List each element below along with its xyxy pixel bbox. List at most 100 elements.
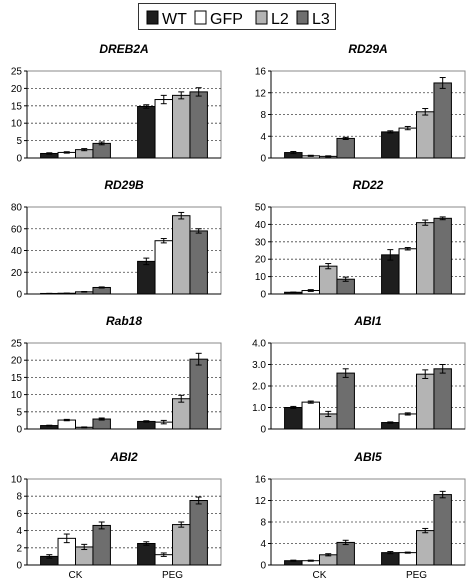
legend-item-l2: L2 <box>255 10 289 28</box>
y-tick-label: 0 <box>260 154 266 165</box>
y-tick-label: 10 <box>11 475 23 486</box>
legend-swatch <box>194 10 207 25</box>
y-tick-label: 4.0 <box>252 339 266 350</box>
y-tick-label: 20 <box>11 268 23 279</box>
bar-gfp-peg <box>398 552 418 566</box>
y-tick-label: 8 <box>16 492 22 503</box>
y-tick-label: 16 <box>255 475 267 486</box>
chart-title: RD29B <box>104 178 144 192</box>
bar-l3-peg <box>433 494 452 566</box>
bar-l3-ck <box>336 372 355 430</box>
bar-l3-peg <box>189 91 208 159</box>
bar-l2-peg <box>172 398 191 430</box>
bar-l2-peg <box>172 524 191 566</box>
bar-l2-peg <box>416 222 435 295</box>
y-tick-label: 15 <box>11 101 23 112</box>
legend-graphic: WT GFP L2 L3 <box>146 10 330 28</box>
bar-wt-peg <box>381 131 400 159</box>
chart-rd29b: RD29B 0 20 40 60 80 <box>11 178 222 301</box>
legend: WT GFP L2 L3 <box>138 3 336 30</box>
bar-l3-peg <box>433 82 452 159</box>
y-tick-label: 10 <box>11 390 23 401</box>
chart-abi1: ABI1 0 1.0 2.0 3.0 4.0 <box>252 314 466 436</box>
bar-wt-peg <box>137 260 156 295</box>
y-tick-label: 10 <box>255 272 267 283</box>
y-tick-label: 80 <box>11 203 23 214</box>
legend-item-gfp: GFP <box>194 10 243 28</box>
bar-l3-peg <box>189 230 208 295</box>
chart-title: Rab18 <box>106 314 142 328</box>
bar-gfp-peg <box>398 413 418 430</box>
bar-wt-peg <box>381 254 400 295</box>
chart-rab18: Rab18 0 5 10 15 20 25 <box>11 314 222 436</box>
y-tick-label: 20 <box>255 255 267 266</box>
legend-label: GFP <box>210 11 243 28</box>
chart-abi2: ABI2 0 2 4 6 8 10 CK PEG <box>11 450 222 581</box>
y-tick-label: 0 <box>16 425 22 436</box>
y-tick-label: 15 <box>11 373 23 384</box>
bar-wt-peg <box>137 105 156 159</box>
bar-l3-peg <box>189 500 208 566</box>
chart-rd22: RD22 0 10 20 30 40 50 <box>255 178 466 301</box>
bar-wt-peg <box>381 552 400 566</box>
y-tick-label: 25 <box>11 339 23 350</box>
bar-l3-peg <box>433 217 452 295</box>
y-tick-label: 0 <box>260 290 266 301</box>
chart-rd29a: RD29A 0 4 8 12 16 <box>255 42 466 165</box>
y-tick-label: 0 <box>16 561 22 572</box>
y-tick-label: 6 <box>16 509 22 520</box>
chart-title: RD22 <box>353 178 384 192</box>
x-tick-label: CK <box>313 570 327 581</box>
legend-item-l3: L3 <box>296 10 330 28</box>
bar-l3-ck <box>92 142 111 159</box>
bar-l3-ck <box>336 541 355 566</box>
y-tick-label: 12 <box>255 88 267 99</box>
bar-gfp-ck <box>57 419 76 430</box>
y-tick-label: 20 <box>11 356 23 367</box>
bar-l2-peg <box>416 373 435 430</box>
bar-wt-peg <box>137 543 156 566</box>
y-tick-label: 50 <box>255 203 267 214</box>
y-tick-label: 12 <box>255 496 267 507</box>
y-tick-label: 16 <box>255 67 267 78</box>
y-tick-label: 60 <box>11 224 23 235</box>
y-tick-label: 2 <box>16 543 22 554</box>
y-tick-label: 3.0 <box>252 360 266 371</box>
y-tick-label: 0 <box>260 561 266 572</box>
legend-swatch <box>146 10 159 25</box>
legend-label: L3 <box>312 11 330 28</box>
y-tick-label: 5 <box>16 407 22 418</box>
x-tick-label: PEG <box>406 570 427 581</box>
bar-l2-peg <box>416 530 435 566</box>
bar-l3-ck <box>92 524 111 566</box>
bar-gfp-peg <box>154 240 173 295</box>
bar-l3-peg <box>189 358 208 430</box>
bar-l2-peg <box>416 111 435 159</box>
bar-l2-peg <box>172 215 191 295</box>
chart-dreb2a: DREB2A 0 5 10 15 20 25 <box>11 42 222 165</box>
bar-wt-ck <box>284 407 303 430</box>
legend-swatch <box>296 10 309 25</box>
chart-title: ABI2 <box>109 450 138 464</box>
y-tick-label: 0 <box>16 154 22 165</box>
bar-gfp-ck <box>301 401 321 430</box>
x-tick-label: CK <box>69 570 83 581</box>
bar-l2-peg <box>172 94 191 159</box>
y-tick-label: 20 <box>11 84 23 95</box>
y-tick-label: 5 <box>16 136 22 147</box>
chart-title: RD29A <box>348 42 387 56</box>
y-tick-label: 2.0 <box>252 382 266 393</box>
y-tick-label: 1.0 <box>252 403 266 414</box>
bar-gfp-peg <box>398 127 418 159</box>
legend-swatch <box>255 10 268 25</box>
y-tick-label: 8 <box>260 110 266 121</box>
chart-abi5: ABI5 0 4 8 12 16 CK PEG <box>255 450 466 581</box>
bar-gfp-peg <box>398 248 418 295</box>
y-tick-label: 30 <box>255 237 267 248</box>
bar-l2-ck <box>319 265 338 295</box>
legend-label: WT <box>162 11 187 28</box>
y-tick-label: 0 <box>260 425 266 436</box>
bar-l3-ck <box>336 137 355 159</box>
y-tick-label: 10 <box>11 119 23 130</box>
